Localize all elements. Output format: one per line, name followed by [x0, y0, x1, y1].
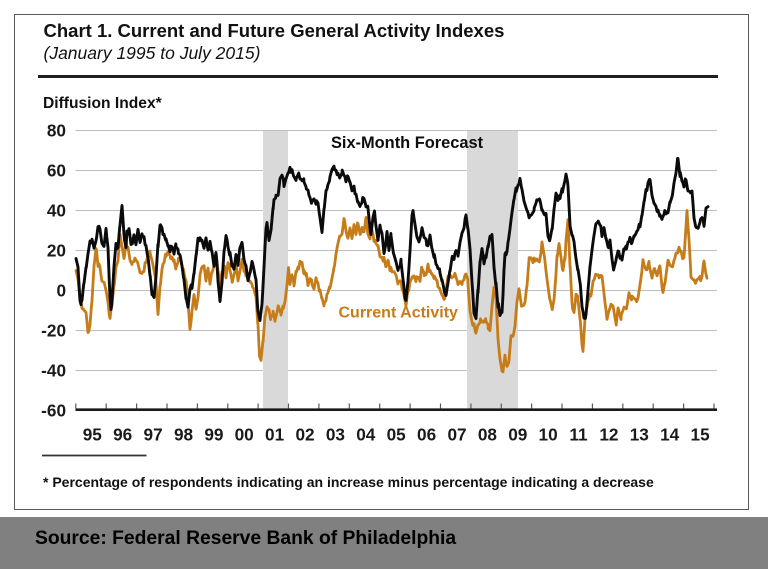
svg-text:00: 00 — [235, 425, 254, 445]
svg-text:11: 11 — [569, 425, 588, 445]
svg-text:Current Activity: Current Activity — [339, 305, 459, 322]
svg-text:15: 15 — [691, 425, 711, 445]
svg-text:99: 99 — [204, 425, 223, 445]
svg-text:97: 97 — [144, 425, 163, 445]
svg-text:02: 02 — [295, 425, 314, 445]
svg-text:-20: -20 — [41, 321, 66, 341]
svg-text:-40: -40 — [41, 361, 66, 381]
svg-text:13: 13 — [630, 425, 649, 445]
svg-text:09: 09 — [508, 425, 527, 445]
svg-text:60: 60 — [47, 161, 66, 181]
svg-text:20: 20 — [47, 241, 66, 261]
svg-text:80: 80 — [47, 121, 66, 141]
svg-text:14: 14 — [660, 425, 680, 445]
svg-text:0: 0 — [56, 281, 66, 301]
svg-text:10: 10 — [539, 425, 558, 445]
svg-text:06: 06 — [417, 425, 436, 445]
svg-text:01: 01 — [265, 425, 285, 445]
svg-text:95: 95 — [83, 425, 103, 445]
svg-text:98: 98 — [174, 425, 194, 445]
svg-text:07: 07 — [447, 425, 466, 445]
svg-text:04: 04 — [356, 425, 376, 445]
svg-text:Six-Month Forecast: Six-Month Forecast — [331, 134, 484, 152]
svg-text:12: 12 — [599, 425, 618, 445]
svg-text:-60: -60 — [41, 401, 66, 421]
svg-text:03: 03 — [326, 425, 345, 445]
svg-text:05: 05 — [387, 425, 407, 445]
svg-text:08: 08 — [478, 425, 498, 445]
svg-text:96: 96 — [113, 425, 132, 445]
svg-text:40: 40 — [47, 201, 66, 221]
